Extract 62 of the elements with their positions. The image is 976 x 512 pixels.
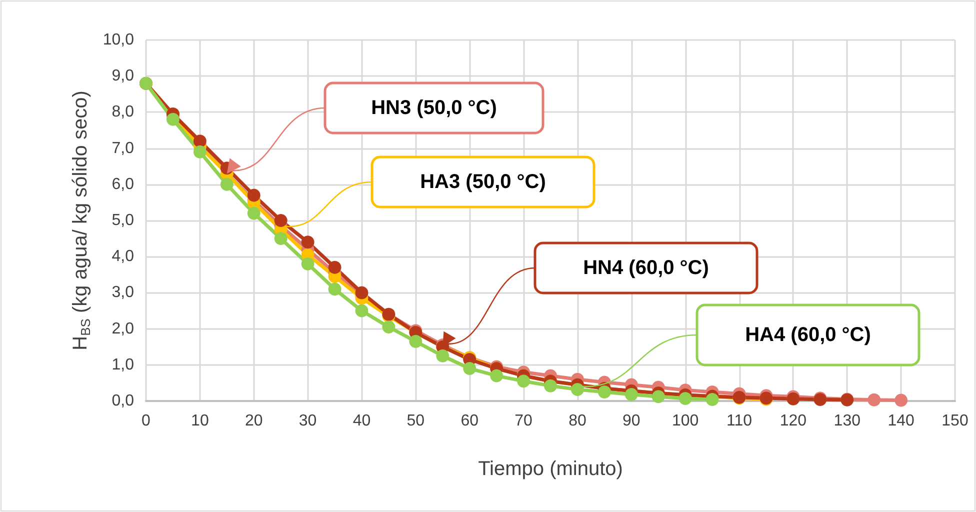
x-tick-label: 110 bbox=[726, 412, 752, 430]
point bbox=[868, 393, 881, 406]
x-tick-label: 40 bbox=[352, 412, 371, 430]
x-tick-label: 130 bbox=[834, 412, 861, 430]
point bbox=[193, 145, 206, 158]
x-tick-label: 70 bbox=[514, 412, 533, 430]
point bbox=[328, 282, 342, 296]
point bbox=[652, 390, 665, 404]
x-tick-label: 30 bbox=[298, 412, 317, 430]
text: HA4 (60,0 °C) bbox=[745, 324, 871, 346]
point bbox=[274, 214, 288, 227]
point bbox=[409, 334, 422, 348]
x-tick-label: 140 bbox=[888, 412, 915, 430]
point bbox=[544, 379, 557, 392]
x-tick-label: 60 bbox=[460, 412, 479, 430]
y-tick-label: 4,0 bbox=[112, 248, 134, 266]
y-tick-label: 0,0 bbox=[112, 392, 134, 410]
x-tick-label: 20 bbox=[244, 412, 263, 430]
y-tick-label: 10,0 bbox=[102, 32, 134, 48]
y-tick-label: 7,0 bbox=[112, 140, 134, 157]
y-tick-label: 3,0 bbox=[112, 284, 134, 302]
y-tick-label: 8,0 bbox=[112, 104, 134, 121]
x-tick-label: 100 bbox=[672, 412, 699, 430]
point bbox=[274, 232, 288, 246]
point bbox=[570, 382, 584, 396]
x-tick-label: 80 bbox=[568, 412, 586, 430]
point bbox=[436, 349, 450, 362]
point bbox=[355, 304, 368, 318]
text: HN3 (50,0 °C) bbox=[371, 97, 497, 119]
y-tick-label: 1,0 bbox=[112, 356, 134, 374]
point bbox=[247, 188, 260, 202]
point bbox=[166, 112, 180, 126]
x-tick-label: 0 bbox=[142, 412, 151, 430]
point bbox=[382, 320, 396, 334]
point bbox=[598, 385, 611, 398]
point bbox=[301, 236, 314, 249]
point bbox=[301, 257, 314, 270]
y-tick-label: 9,0 bbox=[112, 68, 134, 85]
point bbox=[220, 178, 234, 191]
x-axis-title: Tiempo (minuto) bbox=[478, 458, 623, 480]
point bbox=[490, 369, 504, 382]
x-tick-label: 120 bbox=[780, 412, 807, 430]
point bbox=[678, 392, 692, 405]
point bbox=[193, 134, 206, 148]
point bbox=[894, 394, 908, 407]
point bbox=[463, 362, 476, 376]
text: HA3 (50,0 °C) bbox=[420, 171, 546, 193]
point bbox=[706, 393, 719, 406]
point bbox=[517, 374, 530, 388]
y-axis-title: HBS (kg agua/ kg sólido seco) bbox=[69, 90, 93, 350]
x-tick-label: 10 bbox=[191, 412, 209, 430]
text: HN4 (60,0 °C) bbox=[583, 257, 709, 279]
x-tick-label: 90 bbox=[622, 412, 640, 430]
point bbox=[328, 260, 342, 274]
y-tick-label: 2,0 bbox=[112, 320, 134, 338]
point bbox=[247, 206, 260, 220]
y-tick-label: 6,0 bbox=[112, 176, 134, 193]
x-tick-label: 50 bbox=[406, 412, 425, 430]
x-tick-label: 150 bbox=[942, 412, 968, 430]
point bbox=[355, 286, 368, 300]
point bbox=[624, 388, 638, 401]
y-tick-label: 5,0 bbox=[112, 212, 134, 229]
